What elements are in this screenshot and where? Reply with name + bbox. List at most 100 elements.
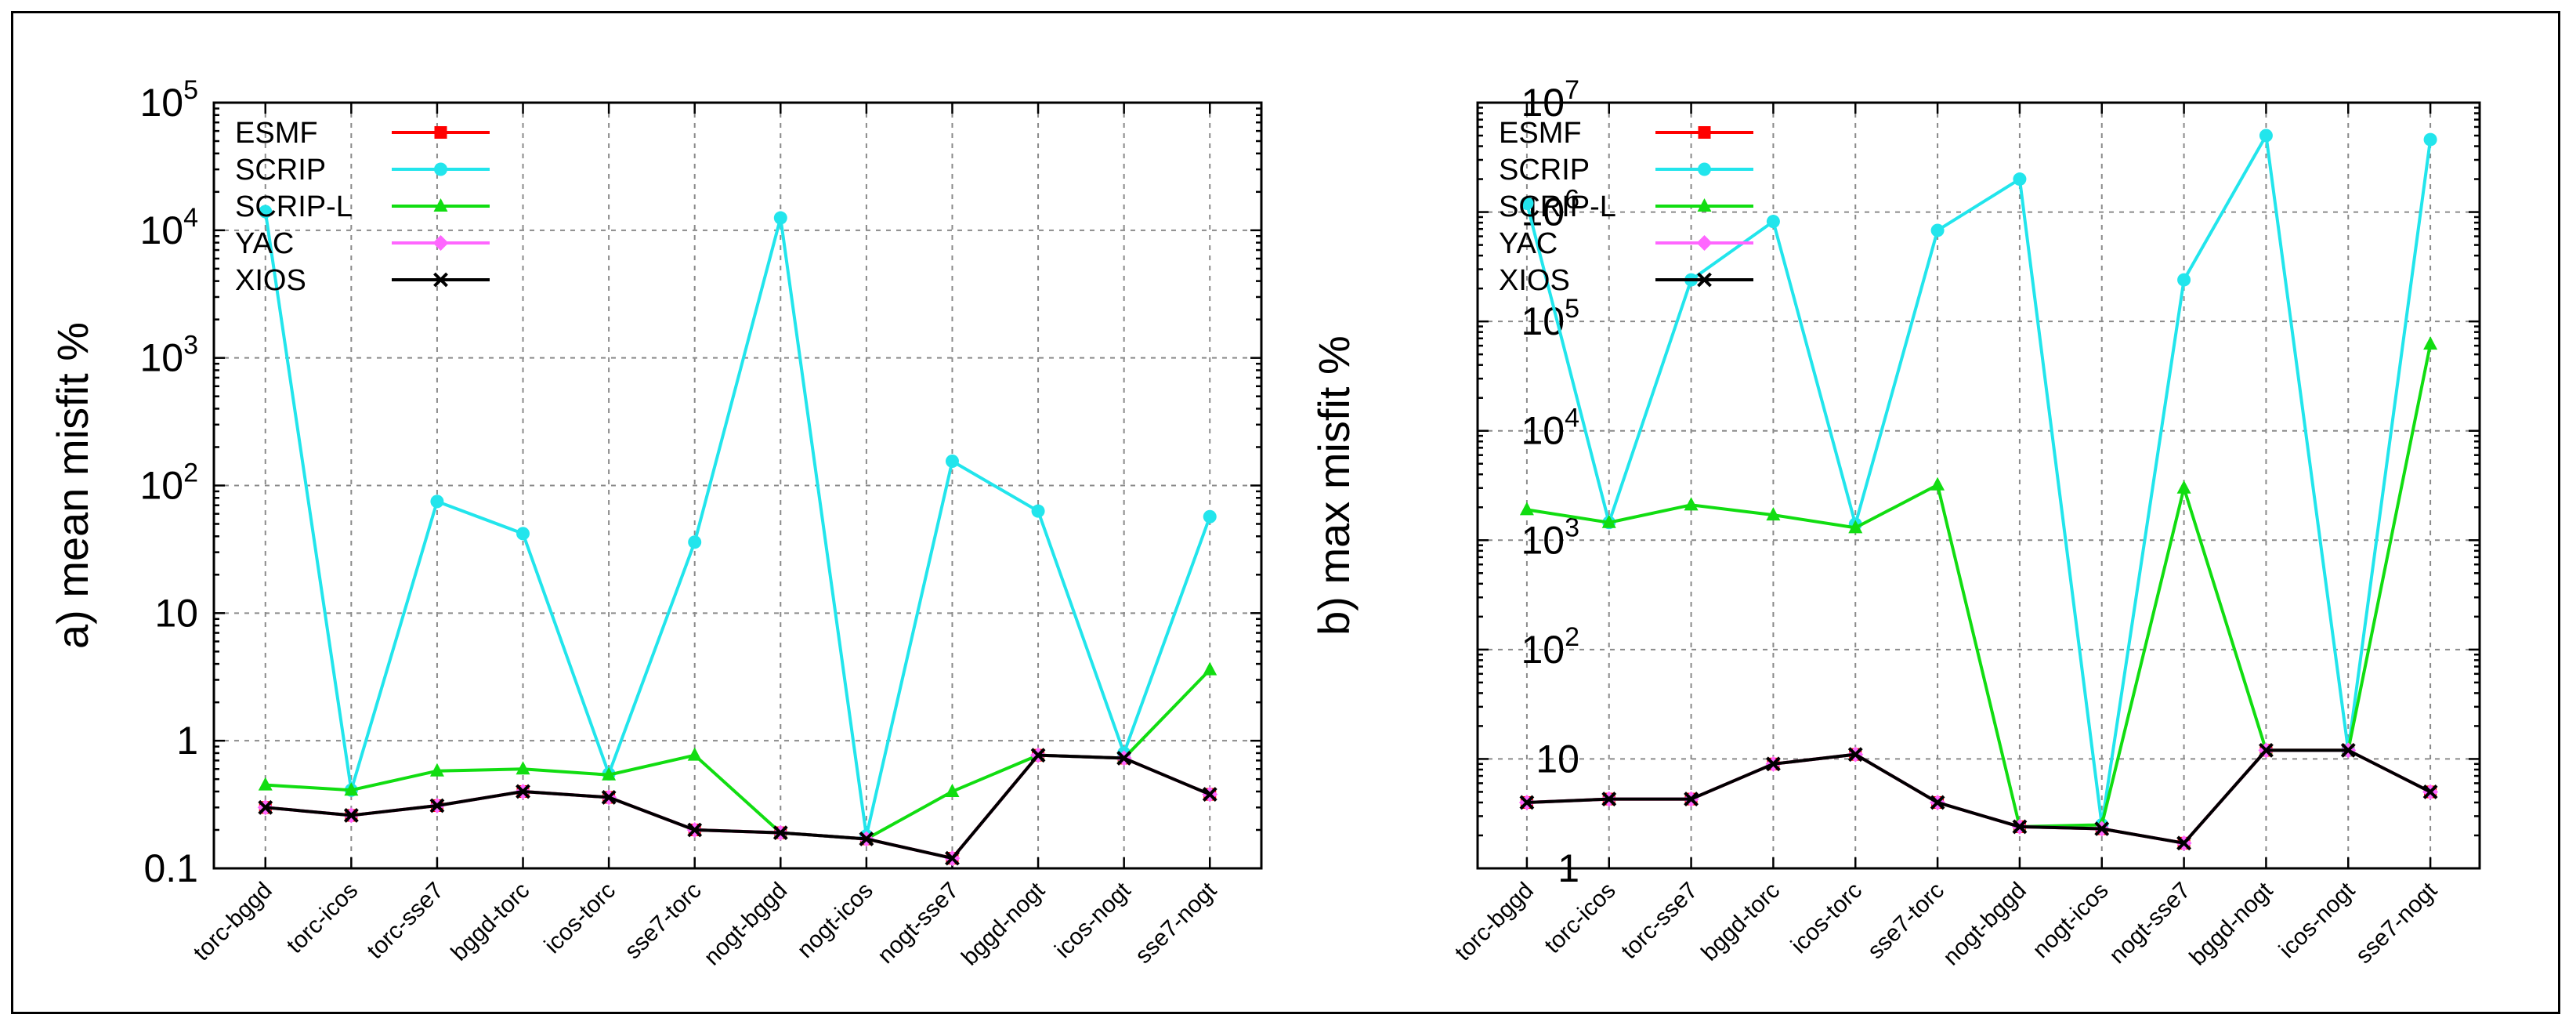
data-point-xios [343, 808, 359, 823]
data-point-scrip [516, 527, 530, 541]
x-tick-label: bggd-torc [447, 878, 535, 966]
x-tick-label: sse7-torc [1862, 878, 1949, 965]
data-point-xios [2176, 835, 2192, 851]
x-tick-label: nogt-sse7 [873, 878, 964, 969]
plot-area-border [212, 101, 1263, 870]
data-point-scrip [1203, 509, 1217, 524]
legend-label-scrip: SCRIP [235, 154, 326, 187]
x-tick-label: nogt-sse7 [2104, 878, 2195, 969]
data-point-scrip-l [1519, 502, 1534, 516]
data-point-scrip [945, 455, 959, 469]
data-point-scrip-l [258, 777, 273, 791]
series-line-scrip-l [265, 668, 1211, 841]
y-tick-label: 0.1 [143, 846, 198, 890]
legend-marker-scrip-l [433, 198, 448, 212]
legend-marker-scrip [1698, 162, 1711, 176]
legend-marker-yac [1696, 235, 1713, 251]
plot-area-border [1476, 101, 2481, 870]
data-point-scrip [1930, 223, 1945, 237]
series-line-scrip [1525, 134, 2433, 827]
y-tick-label: 103 [139, 331, 198, 380]
x-tick-label: icos-torc [540, 878, 620, 958]
series-line-scrip-l [1526, 343, 2433, 828]
data-point-scrip-l [945, 783, 960, 797]
data-point-scrip [1766, 215, 1780, 229]
data-point-scrip-l [516, 761, 530, 775]
data-point-xios [601, 790, 617, 805]
data-point-xios [945, 850, 960, 866]
x-tick-label: nogt-icos [2028, 878, 2113, 963]
data-point-scrip [2259, 129, 2273, 143]
legend-label-scrip-l: SCRIP-L [235, 190, 353, 223]
data-point-scrip [2423, 132, 2437, 147]
legend-label-yac: YAC [1499, 227, 1558, 260]
data-point-scrip-l [2423, 336, 2438, 350]
x-tick-label: torc-icos [1539, 878, 1620, 958]
series-line-esmf [265, 753, 1211, 861]
data-point-scrip-l [1930, 476, 1945, 491]
legend-marker-scrip [434, 162, 447, 176]
data-point-xios [1116, 751, 1132, 766]
y-tick-label: 104 [1521, 404, 1579, 453]
series-line-xios [265, 753, 1211, 861]
data-point-xios [772, 825, 788, 841]
y-axis-label: b) max misfit % [1309, 335, 1359, 636]
data-point-xios [516, 784, 530, 799]
data-point-scrip [773, 211, 787, 225]
y-tick-label: 102 [1521, 622, 1579, 672]
data-point-xios [1930, 795, 1945, 810]
data-point-scrip-l [1848, 520, 1863, 534]
data-point-scrip [2013, 172, 2027, 187]
data-point-xios [2340, 742, 2356, 758]
x-tick-label: bggd-nogt [2184, 877, 2278, 970]
legend-marker-yac [432, 235, 449, 251]
x-tick-label: bggd-nogt [957, 877, 1050, 970]
legend-label-scrip-l: SCRIP-L [1499, 190, 1616, 223]
x-tick-label: torc-sse7 [362, 878, 449, 965]
y-tick-label: 105 [139, 75, 198, 125]
x-tick-label: torc-bggd [189, 878, 277, 966]
data-point-xios [1601, 792, 1617, 807]
data-point-xios [2012, 819, 2028, 835]
y-tick-label: 103 [1521, 513, 1579, 562]
data-point-scrip-l [344, 782, 359, 796]
legend-marker-xios [1697, 272, 1712, 288]
legend-label-scrip: SCRIP [1499, 154, 1590, 187]
legend-label-esmf: ESMF [1499, 117, 1582, 150]
data-point-xios [2259, 742, 2274, 758]
data-point-scrip-l [1684, 497, 1699, 511]
legend-label-xios: XIOS [235, 264, 306, 297]
y-axis-label: a) mean misfit % [48, 322, 97, 649]
y-tick-label: 104 [139, 203, 198, 252]
y-tick-label: 105 [1521, 294, 1579, 343]
x-tick-label: torc-sse7 [1616, 878, 1703, 965]
x-tick-label: icos-nogt [2274, 877, 2361, 963]
legend-marker-esmf [434, 126, 447, 139]
data-point-xios [859, 832, 874, 846]
x-tick-label: nogt-bggd [699, 878, 792, 971]
x-tick-label: sse7-torc [620, 878, 707, 965]
x-tick-label: sse7-nogt [1131, 877, 1222, 969]
data-point-scrip-l [1601, 514, 1616, 528]
x-tick-label: nogt-bggd [1938, 878, 2031, 971]
legend-label-yac: YAC [235, 227, 294, 260]
x-tick-label: torc-icos [282, 878, 363, 958]
y-tick-label: 1 [176, 719, 198, 763]
x-tick-label: icos-nogt [1050, 877, 1136, 963]
figure-frame [11, 11, 2560, 1014]
data-point-xios [2422, 784, 2438, 799]
x-tick-label: torc-bggd [1450, 878, 1539, 966]
data-point-scrip-l [1766, 507, 1781, 521]
data-point-scrip-l [687, 747, 702, 761]
data-point-xios [429, 798, 445, 813]
series-line-yac [265, 753, 1211, 861]
data-point-scrip-l [429, 763, 444, 777]
series-line-esmf [1526, 748, 2432, 845]
legend-marker-xios [433, 272, 448, 288]
series-line-yac [1526, 748, 2432, 845]
data-point-scrip [430, 495, 444, 509]
x-tick-label: sse7-nogt [2351, 877, 2443, 969]
data-point-scrip [1031, 504, 1045, 518]
